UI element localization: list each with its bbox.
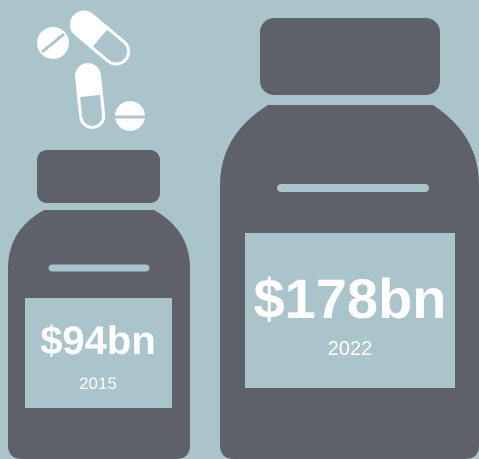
- value-label: $178bn: [254, 267, 447, 330]
- bottle-2015: $94bn 2015: [8, 150, 190, 459]
- value-label: $94bn: [40, 319, 156, 363]
- pills: [37, 10, 145, 131]
- year-label: 2022: [328, 338, 373, 360]
- bottle-2022: $178bn 2022: [220, 18, 479, 459]
- year-label: 2015: [79, 374, 117, 393]
